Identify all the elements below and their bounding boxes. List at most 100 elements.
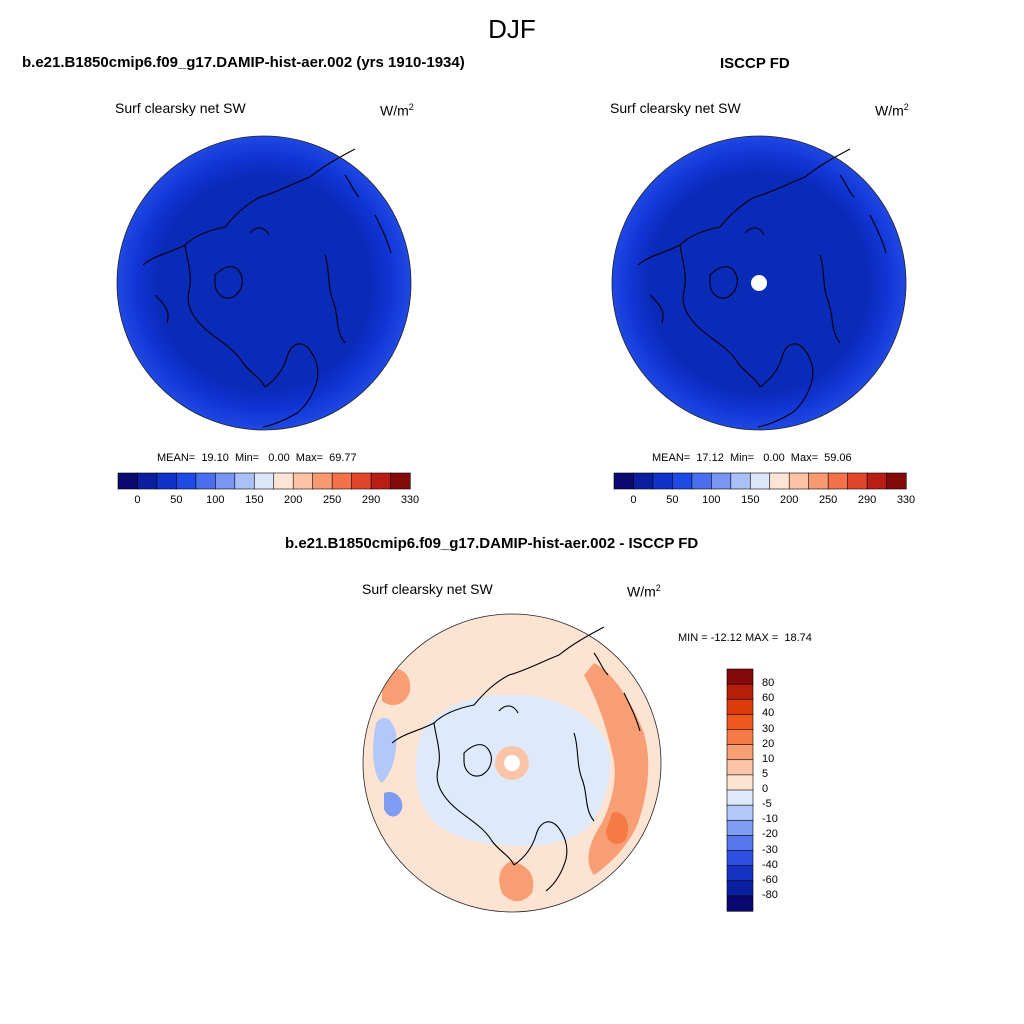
colorbar-tick-label: -10 [762, 813, 778, 826]
obs-units-label: W/m2 [875, 102, 909, 119]
colorbar-tick-label: 50 [666, 494, 679, 506]
colorbar-swatch [234, 472, 255, 490]
colorbar-tick-label: 200 [284, 494, 303, 506]
colorbar-tick-label: -80 [762, 888, 778, 901]
colorbar-swatch [633, 472, 654, 490]
colorbar-swatch [331, 472, 353, 490]
colorbar-tick-label: 200 [780, 494, 799, 506]
diff-negative-patch-deep [384, 791, 403, 817]
obs-colorbar [613, 472, 907, 490]
obs-panel-title: ISCCP FD [720, 55, 790, 72]
model-colorbar-labels: 0 50 100 150 200 250 290 330 [118, 494, 419, 510]
colorbar-swatch [726, 774, 754, 791]
colorbar-swatch [726, 850, 754, 867]
colorbar-tick-label: 0 [134, 494, 141, 506]
diff-stats: MIN = -12.12 MAX = 18.74 [678, 632, 812, 644]
colorbar-swatch [726, 714, 754, 731]
colorbar-swatch [390, 472, 411, 490]
colorbar-tick-label: 40 [762, 707, 775, 720]
colorbar-swatch [137, 472, 158, 490]
colorbar-tick-label: -5 [762, 798, 772, 811]
colorbar-swatch [351, 472, 372, 490]
colorbar-tick-label: 10 [762, 752, 775, 765]
diff-positive-band-east [584, 663, 649, 875]
colorbar-swatch [156, 472, 178, 490]
model-units-label: W/m2 [380, 102, 414, 119]
colorbar-swatch [176, 472, 197, 490]
colorbar-tick-label: 330 [896, 494, 916, 506]
colorbar-swatch [726, 759, 754, 776]
diff-units-label: W/m2 [627, 583, 661, 600]
diff-panel-title: b.e21.B1850cmip6.f09_g17.DAMIP-hist-aer.… [285, 535, 699, 552]
colorbar-swatch [730, 472, 751, 490]
colorbar-swatch [613, 472, 635, 490]
colorbar-tick-label: -40 [762, 858, 778, 871]
colorbar-swatch [726, 698, 754, 715]
colorbar-swatch [195, 472, 216, 490]
colorbar-tick-label: 0 [630, 494, 637, 506]
colorbar-tick-label: 80 [762, 677, 775, 690]
model-coastlines [142, 148, 392, 428]
diff-coastlines [391, 626, 641, 892]
colorbar-tick-label: 150 [245, 494, 264, 506]
diff-polar-mask [504, 755, 520, 771]
colorbar-swatch [886, 472, 907, 490]
colorbar-tick-label: 250 [818, 494, 838, 506]
obs-coastlines [637, 148, 887, 428]
colorbar-tick-label: 50 [170, 494, 183, 506]
colorbar-swatch [808, 472, 829, 490]
colorbar-swatch [215, 472, 236, 490]
colorbar-swatch [117, 472, 139, 490]
colorbar-tick-label: 60 [762, 692, 775, 705]
colorbar-tick-label: 330 [400, 494, 420, 506]
diff-colorbar [726, 668, 754, 912]
diff-positive-patch-south [499, 861, 534, 902]
model-panel-title: b.e21.B1850cmip6.f09_g17.DAMIP-hist-aer.… [22, 54, 465, 71]
obs-stats: MEAN= 17.12 Min= 0.00 Max= 59.06 [652, 452, 852, 464]
colorbar-swatch [769, 472, 790, 490]
colorbar-tick-label: -30 [762, 843, 778, 856]
model-stats: MEAN= 19.10 Min= 0.00 Max= 69.77 [157, 452, 357, 464]
obs-polar-mask [751, 275, 767, 291]
colorbar-tick-label: -20 [762, 828, 778, 841]
diff-map-outline [362, 613, 662, 913]
colorbar-swatch [726, 683, 754, 700]
model-variable-label: Surf clearsky net SW [115, 100, 246, 116]
model-map-disk [116, 135, 412, 431]
diff-colorbar-labels: 80 60 40 30 20 10 5 0 -5 -10 -20 -30 -40 -60 -80 [758, 669, 798, 911]
colorbar-swatch [726, 789, 754, 806]
colorbar-swatch [827, 472, 849, 490]
colorbar-tick-label: 100 [702, 494, 721, 506]
obs-colorbar-labels: 0 50 100 150 200 250 290 330 [614, 494, 915, 510]
colorbar-swatch [726, 668, 754, 685]
colorbar-tick-label: 250 [322, 494, 342, 506]
colorbar-swatch [788, 472, 810, 490]
colorbar-swatch [292, 472, 314, 490]
colorbar-swatch [749, 472, 771, 490]
colorbar-swatch [672, 472, 693, 490]
colorbar-swatch [711, 472, 732, 490]
colorbar-swatch [726, 819, 754, 836]
figure-title: DJF [488, 14, 536, 44]
colorbar-swatch [726, 895, 754, 912]
colorbar-tick-label: 20 [762, 737, 775, 750]
colorbar-tick-label: 30 [762, 722, 775, 735]
model-polar-map [116, 135, 412, 431]
colorbar-swatch [847, 472, 868, 490]
obs-variable-label: Surf clearsky net SW [610, 100, 741, 116]
colorbar-swatch [273, 472, 294, 490]
colorbar-tick-label: 5 [762, 767, 769, 780]
colorbar-tick-label: 290 [361, 494, 381, 506]
colorbar-swatch [726, 880, 754, 897]
colorbar-swatch [726, 729, 754, 746]
diff-negative-patch-west [373, 717, 397, 783]
diff-variable-label: Surf clearsky net SW [362, 581, 493, 597]
colorbar-tick-label: 100 [206, 494, 225, 506]
obs-polar-map [611, 135, 907, 431]
colorbar-swatch [726, 804, 754, 821]
colorbar-tick-label: 0 [762, 783, 769, 795]
colorbar-tick-label: 290 [857, 494, 877, 506]
colorbar-swatch [726, 835, 754, 852]
diff-positive-patch-se [606, 812, 629, 845]
colorbar-swatch [726, 865, 754, 882]
